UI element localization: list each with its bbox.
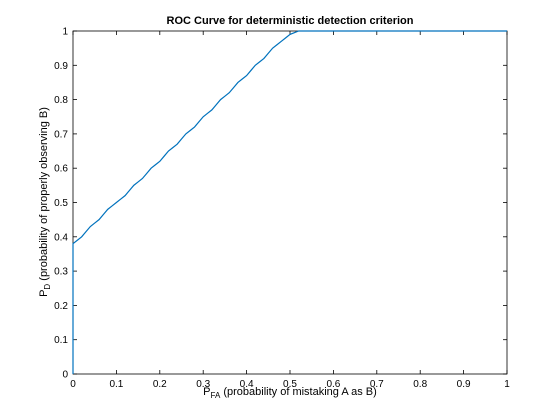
x-tick-label: 0 <box>70 379 76 390</box>
x-label-rest: (probability of mistaking A as B) <box>220 386 377 398</box>
x-tick-label: 0.2 <box>153 379 167 390</box>
y-tick-label: 0.3 <box>54 267 68 278</box>
x-axis-ticks: 0 0.1 0.2 0.3 0.4 0.5 0.6 0.7 0.8 0.9 1 <box>70 31 510 390</box>
x-tick-label: 0.9 <box>457 379 471 390</box>
x-tick-label: 0.4 <box>240 379 254 390</box>
y-label-sub: D <box>43 284 52 290</box>
chart-title: ROC Curve for deterministic detection cr… <box>167 15 414 27</box>
y-tick-label: 0.6 <box>54 164 68 175</box>
y-tick-label: 0.7 <box>54 129 68 140</box>
y-axis-label: PD (probability of properly observing B) <box>38 107 52 297</box>
x-tick-label: 0.6 <box>326 379 340 390</box>
y-label-main: P <box>38 290 50 297</box>
x-tick-label: 1 <box>504 379 510 390</box>
y-tick-label: 1 <box>62 27 68 38</box>
y-tick-label: 0.2 <box>54 301 68 312</box>
x-label-sub: FA <box>211 391 221 400</box>
y-tick-label: 0.9 <box>54 61 68 72</box>
x-label-main: P <box>203 386 210 398</box>
y-tick-label: 0.5 <box>54 198 68 209</box>
y-tick-label: 0.1 <box>54 335 68 346</box>
y-tick-label: 0.8 <box>54 95 68 106</box>
y-label-rest: (probability of properly observing B) <box>38 107 50 284</box>
y-axis-ticks: 0 0.1 0.2 0.3 0.4 0.5 0.6 0.7 0.8 0.9 1 <box>54 27 507 381</box>
axes-box <box>72 30 508 375</box>
x-tick-label: 0.3 <box>196 379 210 390</box>
y-tick-label: 0 <box>62 370 68 381</box>
x-tick-label: 0.1 <box>109 379 123 390</box>
y-tick-label: 0.4 <box>54 232 68 243</box>
x-tick-label: 0.8 <box>413 379 427 390</box>
plot-area: 0 0.1 0.2 0.3 0.4 0.5 0.6 0.7 0.8 0.9 1 0 0.1 0.2 0.3… <box>54 27 510 391</box>
x-axis-label: PFA (probability of mistaking A as B) <box>203 386 377 400</box>
x-tick-label: 0.7 <box>370 379 384 390</box>
roc-curve-line <box>72 30 507 374</box>
x-tick-label: 0.5 <box>283 379 297 390</box>
